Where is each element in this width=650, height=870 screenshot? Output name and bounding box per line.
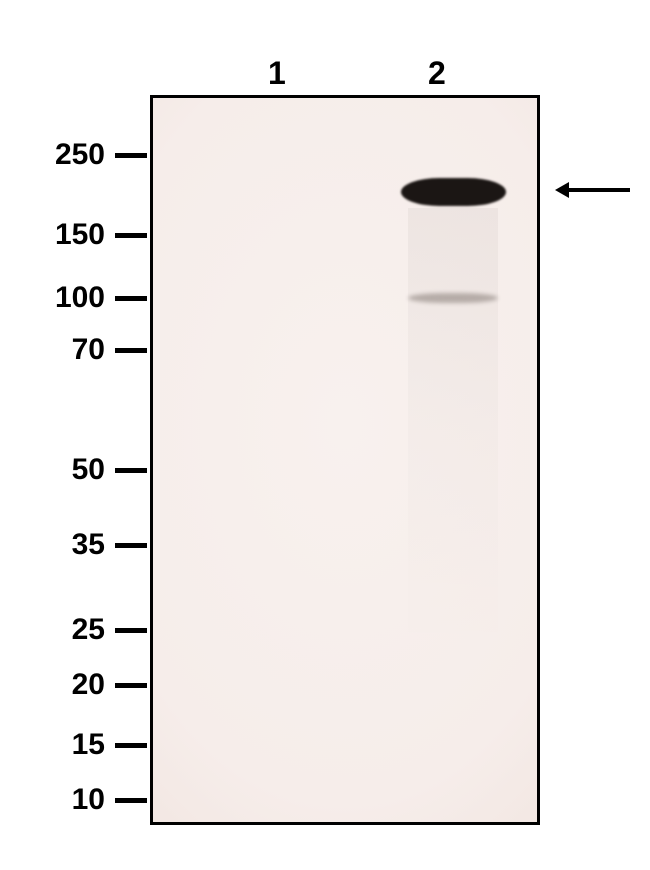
figure-root: 1 2 250 150 100 70 50 35 25 20 15 10 — [0, 0, 650, 870]
marker-250: 250 — [55, 138, 105, 172]
marker-tick-70 — [115, 348, 147, 353]
marker-15: 15 — [72, 728, 105, 762]
marker-tick-250 — [115, 153, 147, 158]
marker-tick-35 — [115, 543, 147, 548]
marker-25: 25 — [72, 613, 105, 647]
marker-150: 150 — [55, 218, 105, 252]
marker-tick-10 — [115, 798, 147, 803]
band-arrow — [555, 182, 630, 198]
marker-50: 50 — [72, 453, 105, 487]
marker-20: 20 — [72, 668, 105, 702]
arrow-shaft — [567, 188, 630, 192]
arrow-head-icon — [555, 182, 569, 198]
marker-tick-25 — [115, 628, 147, 633]
marker-tick-50 — [115, 468, 147, 473]
marker-tick-15 — [115, 743, 147, 748]
marker-tick-20 — [115, 683, 147, 688]
marker-10: 10 — [72, 783, 105, 817]
lane-label-2: 2 — [428, 55, 446, 92]
marker-70: 70 — [72, 333, 105, 367]
lane-label-1: 1 — [268, 55, 286, 92]
lane2-smear — [408, 208, 498, 768]
marker-tick-150 — [115, 233, 147, 238]
marker-100: 100 — [55, 281, 105, 315]
marker-35: 35 — [72, 528, 105, 562]
blot-frame — [150, 95, 540, 825]
band-lane2-primary — [401, 178, 506, 206]
marker-tick-100 — [115, 296, 147, 301]
